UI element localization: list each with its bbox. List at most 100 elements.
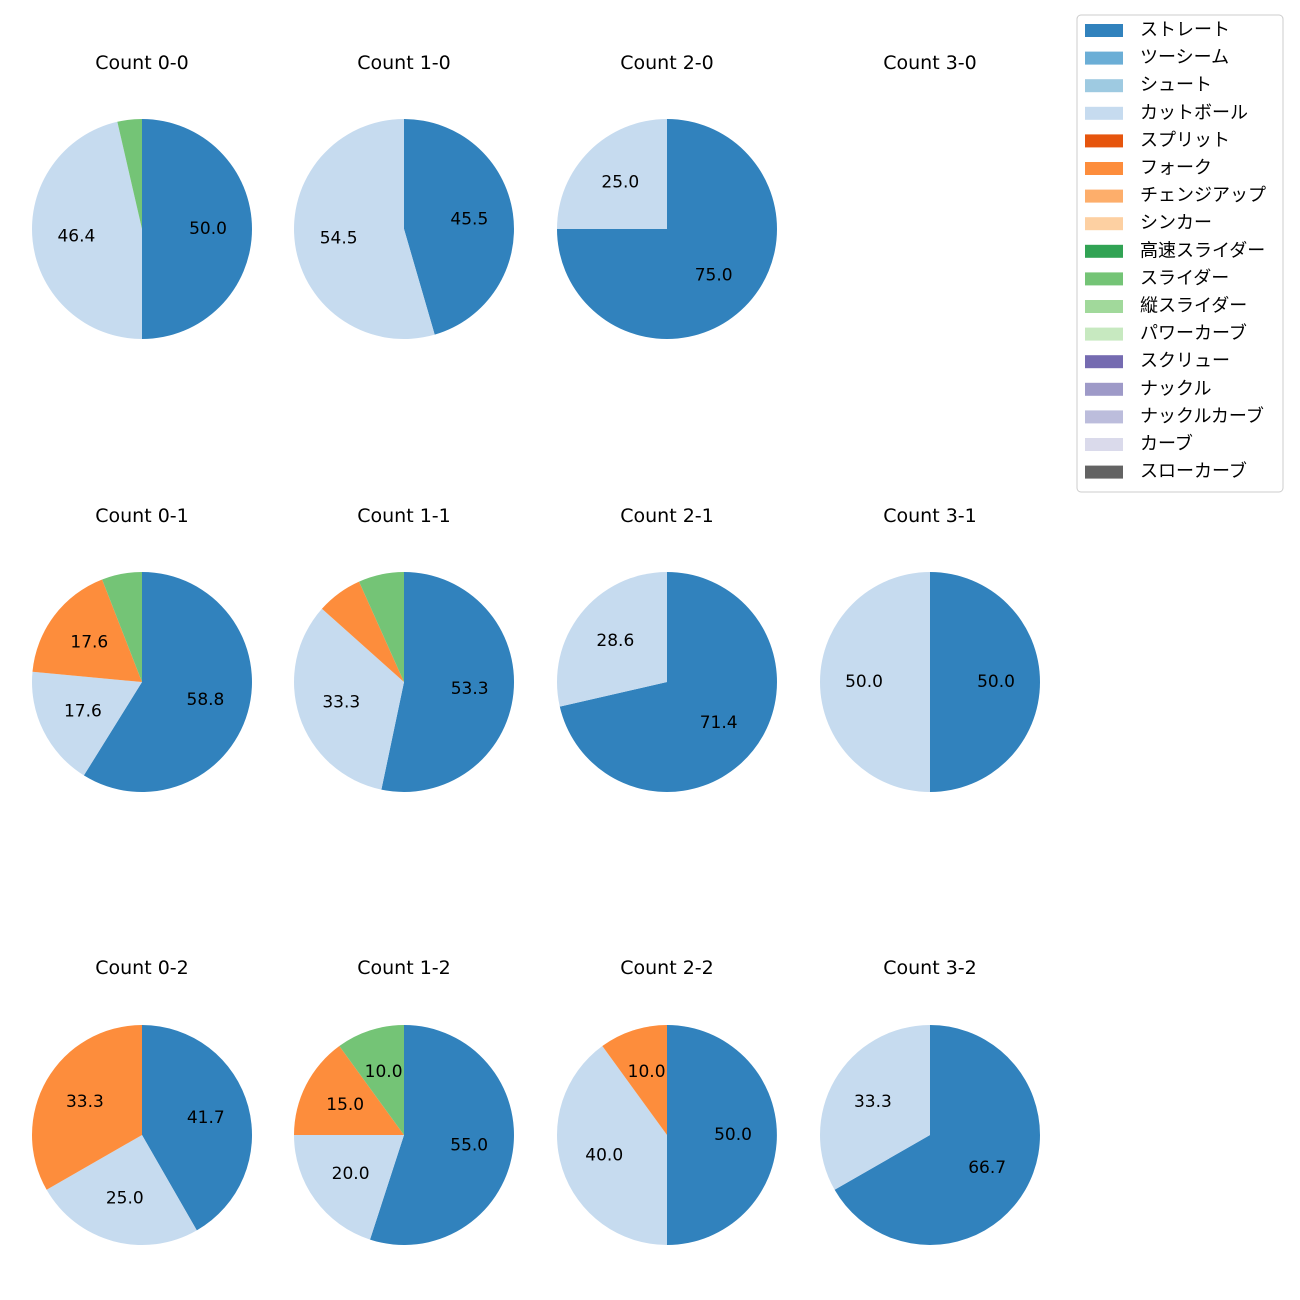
slice-label: 75.0: [695, 266, 733, 286]
legend-item: 高速スライダー: [1085, 240, 1265, 261]
slice-label: 20.0: [332, 1164, 370, 1184]
slice-label: 25.0: [106, 1189, 144, 1209]
legend-item: フォーク: [1085, 158, 1212, 179]
pie-title: Count 2-0: [620, 52, 714, 74]
legend-label: ストレート: [1140, 20, 1230, 41]
legend-label: 高速スライダー: [1140, 240, 1265, 261]
legend-swatch: [1085, 189, 1123, 203]
slice-label: 15.0: [326, 1095, 364, 1115]
pie-slice: [819, 1025, 930, 1190]
pie-slice: [31, 1025, 142, 1190]
legend-swatch: [1085, 24, 1123, 37]
slice-label: 54.5: [320, 228, 358, 248]
slice-label: 53.3: [451, 679, 489, 699]
legend-item: シンカー: [1085, 213, 1212, 234]
pie-panel: Count 3-2 66.7 33.3: [819, 957, 1040, 1245]
legend-swatch: [1085, 244, 1123, 258]
slice-label: 10.0: [628, 1062, 666, 1082]
pie-slice: [339, 1025, 404, 1135]
pie-slice: [31, 121, 142, 339]
legend-label: ツーシーム: [1140, 47, 1229, 68]
pie-slice: [293, 119, 435, 339]
slice-label: 33.3: [854, 1092, 892, 1112]
pie-slice: [834, 1025, 1040, 1245]
legend-label: シュート: [1140, 75, 1212, 96]
pie-title: Count 2-1: [620, 505, 714, 527]
slice-label: 50.0: [977, 672, 1015, 692]
legend-frame: [1076, 14, 1284, 493]
pie-slice: [102, 572, 142, 682]
legend-label: シンカー: [1140, 213, 1212, 234]
slice-label: 58.8: [187, 690, 225, 710]
legend-swatch: [1085, 51, 1123, 65]
pie-panel: Count 0-1 58.8 17.6 17.6: [31, 505, 252, 792]
pie-slice: [359, 572, 404, 682]
legend-swatch: [1085, 162, 1123, 175]
pie-slice: [556, 1046, 667, 1245]
pie-title: Count 1-2: [357, 957, 451, 979]
legend-item: ストレート: [1085, 20, 1230, 41]
legend-item: パワーカーブ: [1085, 322, 1247, 344]
legend-swatch: [1085, 410, 1123, 424]
legend-item: スプリット: [1085, 130, 1230, 151]
legend-item: チェンジアップ: [1085, 185, 1266, 206]
slice-label: 10.0: [365, 1062, 403, 1082]
legend-item: スライダー: [1085, 268, 1229, 289]
legend-swatch: [1085, 217, 1123, 231]
pie-panel: Count 3-1 50.0 50.0: [820, 505, 1040, 792]
slice-label: 55.0: [450, 1135, 488, 1155]
legend-item: スローカーブ: [1085, 460, 1247, 482]
pie-panel: Count 2-2 50.0 40.0 10.0: [556, 957, 777, 1245]
slice-label: 50.0: [189, 219, 227, 239]
pie-title: Count 1-0: [357, 52, 451, 74]
pie-title: Count 3-2: [883, 957, 977, 979]
legend-item: ナックルカーブ: [1085, 405, 1264, 427]
legend-swatch: [1085, 134, 1123, 148]
legend-swatch: [1085, 272, 1123, 286]
legend-swatch: [1085, 300, 1123, 313]
pie-panel: Count 0-0 50.0 46.4: [31, 52, 252, 339]
slice-label: 71.4: [700, 713, 738, 733]
legend-item: カーブ: [1085, 433, 1193, 455]
legend-swatch: [1085, 465, 1123, 479]
pie-slice: [559, 572, 777, 792]
pie-title: Count 2-2: [620, 957, 714, 979]
pie-panel: Count 3-0: [883, 52, 977, 74]
pie-panel: Count 1-2 55.0 20.0 15.010.0: [294, 957, 514, 1245]
legend-item: ツーシーム: [1085, 47, 1229, 68]
legend-swatch: [1085, 79, 1123, 93]
slice-label: 25.0: [601, 172, 639, 192]
slice-label: 17.6: [70, 632, 108, 652]
legend-item: 縦スライダー: [1085, 296, 1247, 317]
pie-slice: [667, 1025, 777, 1245]
legend-label: スローカーブ: [1140, 460, 1247, 482]
pie-slice: [83, 572, 252, 792]
slice-label: 28.6: [596, 631, 634, 651]
pie-slice: [46, 1135, 197, 1246]
legend-label: カーブ: [1140, 433, 1193, 455]
slice-label: 50.0: [845, 672, 883, 692]
legend-swatch: [1085, 438, 1123, 451]
slice-label: 50.0: [714, 1125, 752, 1145]
pie-panel: Count 2-0 75.0 25.0: [557, 52, 777, 339]
pie-slice: [404, 119, 514, 335]
legend-label: パワーカーブ: [1140, 322, 1247, 344]
pie-panel: Count 1-1 53.3 33.3: [294, 505, 515, 792]
pie-panel: Count 1-0 45.5 54.5: [293, 52, 514, 339]
pie-slice: [381, 572, 515, 792]
slice-label: 33.3: [66, 1092, 104, 1112]
pie-slice: [557, 119, 667, 229]
legend-label: スライダー: [1140, 268, 1229, 289]
legend-item: カットボール: [1085, 102, 1248, 123]
legend-item: スクリュー: [1085, 351, 1230, 372]
legend-label: フォーク: [1140, 158, 1212, 179]
legend-label: チェンジアップ: [1140, 185, 1266, 206]
legend-swatch: [1085, 327, 1123, 341]
legend-label: スクリュー: [1140, 351, 1230, 372]
slice-label: 17.6: [64, 701, 102, 721]
legend-label: カットボール: [1140, 102, 1248, 123]
pie-slice: [294, 1135, 404, 1240]
slice-label: 40.0: [585, 1145, 623, 1165]
pie-title: Count 0-2: [95, 957, 189, 979]
